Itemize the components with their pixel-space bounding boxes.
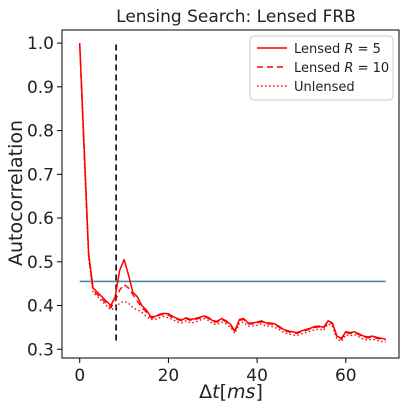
- legend-label-1: Lensed R = 5: [294, 42, 381, 57]
- series-line-2: [79, 43, 386, 341]
- x-tick-label: 60: [335, 366, 357, 386]
- x-tick-label: 0: [74, 366, 85, 386]
- legend: Lensed R = 5 Lensed R = 10 Unlensed: [249, 35, 394, 101]
- plot-layer: [78, 43, 386, 343]
- legend-box: [249, 35, 394, 101]
- y-tick-label: 0.7: [27, 165, 54, 185]
- y-tick-label: 0.5: [27, 253, 54, 273]
- y-axis-label: Autocorrelation: [5, 120, 27, 266]
- y-tick-label: 0.8: [27, 122, 54, 142]
- x-tick-label: 20: [158, 366, 180, 386]
- x-tick-label: 40: [246, 366, 268, 386]
- y-tick-label: 0.9: [27, 78, 54, 98]
- x-axis-label: Δt[ms]: [199, 381, 263, 403]
- chart-title: Lensing Search: Lensed FRB: [116, 7, 356, 27]
- y-tick-label: 0.4: [27, 297, 54, 317]
- y-tick-label: 1.0: [27, 34, 54, 54]
- legend-label-2: Lensed R = 10: [294, 61, 389, 76]
- legend-label-3: Unlensed: [294, 80, 355, 95]
- plot-frame: [61, 29, 400, 359]
- y-tick-label: 0.3: [27, 340, 54, 360]
- legend-items: Lensed R = 5 Lensed R = 10 Unlensed: [257, 42, 389, 95]
- ticks-layer: 0 20 40 60 0.3 0.4 0.5 0.6 0.7 0.8 0.9 1.0: [27, 34, 357, 386]
- y-tick-label: 0.6: [27, 209, 54, 229]
